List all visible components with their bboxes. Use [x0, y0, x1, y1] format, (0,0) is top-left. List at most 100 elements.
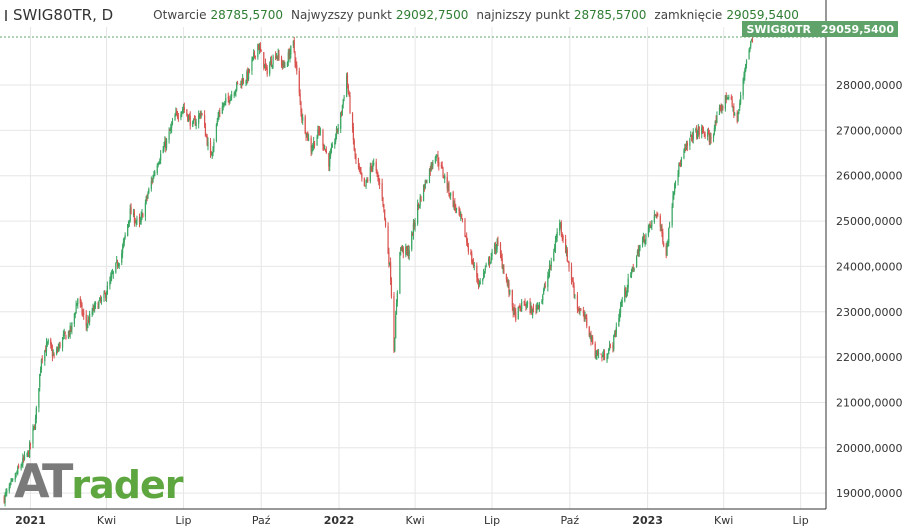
candle-body — [246, 72, 248, 82]
candle-body — [51, 349, 54, 357]
candle-body — [121, 253, 123, 263]
candle-body — [636, 250, 639, 255]
candle-body — [472, 262, 475, 266]
candle-body — [270, 60, 272, 67]
candle-body — [68, 331, 70, 335]
candle-body — [542, 295, 544, 301]
candle-body — [79, 298, 81, 304]
candle-body — [203, 115, 206, 126]
candle-body — [111, 273, 114, 275]
candle-body — [23, 457, 25, 460]
candle-body — [588, 326, 590, 337]
candle-body — [284, 65, 286, 67]
candle-body — [544, 286, 546, 287]
candle-body — [592, 337, 594, 344]
candle-body — [499, 243, 502, 255]
candle-body — [56, 348, 58, 355]
collapse-legend-button[interactable] — [5, 9, 7, 21]
candle-body — [353, 140, 355, 151]
candle-body — [86, 324, 88, 328]
candle-body — [324, 148, 326, 150]
candle-body — [254, 55, 256, 58]
candle-body — [28, 443, 31, 458]
grid — [0, 27, 826, 509]
candle-body — [677, 173, 679, 182]
candle-body — [364, 185, 366, 187]
candle-body — [595, 355, 597, 358]
candle-body — [502, 267, 504, 269]
candle-body — [399, 251, 401, 294]
candle-body — [288, 52, 290, 59]
candle-body — [650, 225, 652, 227]
candle-body — [661, 226, 663, 234]
candle-body — [50, 345, 53, 349]
candle-body — [625, 287, 627, 294]
candle-body — [465, 236, 467, 238]
candle-body — [446, 176, 448, 189]
candle-body — [725, 95, 727, 100]
candle-body — [76, 302, 78, 307]
candle-body — [413, 222, 415, 226]
y-tick-label: 20000,0000 — [836, 442, 902, 455]
candle-body — [751, 39, 753, 41]
candle-body — [493, 245, 496, 250]
candle-body — [75, 305, 77, 314]
candle-body — [619, 311, 621, 317]
candle-body — [464, 219, 466, 237]
candle-body — [466, 236, 468, 242]
candle-body — [128, 219, 130, 223]
candle-body — [679, 163, 681, 166]
candle-body — [287, 52, 289, 62]
candle-body — [330, 147, 333, 153]
candle-body — [348, 92, 350, 96]
candle-body — [500, 254, 502, 259]
candle-body — [73, 313, 75, 324]
candle-body — [449, 194, 451, 196]
candle-body — [713, 128, 716, 134]
candle-body — [609, 344, 612, 346]
candle-body — [714, 120, 716, 129]
candle-body — [660, 225, 662, 227]
candle-body — [182, 108, 185, 110]
candle-body — [311, 149, 313, 153]
candle-body — [597, 351, 599, 356]
candle-body — [536, 305, 538, 311]
candle-body — [614, 333, 616, 335]
candle-body — [710, 137, 712, 140]
candle-body — [730, 97, 732, 100]
candle-body — [479, 281, 481, 284]
candle-body — [276, 55, 278, 59]
candle-body — [302, 117, 304, 121]
candle-body — [257, 44, 259, 58]
candle-body — [561, 234, 563, 237]
candle-body — [423, 185, 426, 189]
candle-body — [751, 38, 754, 42]
candle-body — [200, 112, 202, 116]
candle-body — [529, 301, 531, 314]
candle-body — [406, 246, 408, 251]
candle-body — [430, 162, 432, 171]
candle-body — [654, 214, 656, 216]
candle-body — [337, 127, 339, 132]
candle-body — [387, 225, 389, 253]
candle-body — [745, 60, 748, 65]
candle-body — [97, 303, 99, 309]
candle-body — [307, 131, 309, 140]
candle-body — [240, 80, 242, 84]
candle-body — [140, 215, 142, 222]
candle-body — [520, 307, 522, 311]
candle-body — [444, 175, 446, 179]
candle-body — [530, 306, 532, 313]
candle-body — [367, 180, 369, 181]
candle-body — [148, 188, 150, 193]
attrader-logo: AT rader — [14, 454, 184, 504]
legend-header: SWIG80TR, D Otwarcie 28785,5700 Najwyzsz… — [0, 0, 799, 30]
candle-body — [573, 286, 575, 295]
candle-body — [742, 79, 744, 96]
candle-body — [491, 250, 493, 257]
candle-body — [733, 106, 735, 116]
candle-body — [667, 242, 669, 246]
candle-body — [71, 322, 73, 330]
candle-body — [272, 56, 274, 65]
